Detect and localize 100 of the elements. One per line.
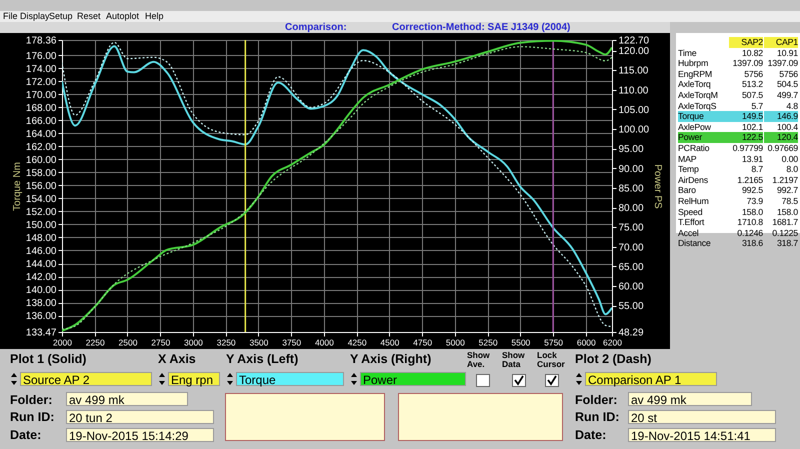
y2-tick-label: 80.00 bbox=[618, 203, 644, 214]
y2-tick-label: 55.00 bbox=[618, 301, 644, 312]
text: CAP1 bbox=[764, 37, 798, 48]
text: 102.1 bbox=[740, 122, 763, 132]
text: Torque bbox=[678, 111, 729, 122]
text: 149.5 bbox=[729, 111, 763, 122]
text: Power bbox=[360, 372, 466, 387]
text: MAP bbox=[678, 154, 698, 164]
y2-tick-label: 122.70 bbox=[618, 36, 650, 46]
source-note: Source AP 2 bbox=[20, 372, 152, 387]
text: AxlePow bbox=[678, 122, 712, 132]
text: Y Axis (Left) bbox=[226, 352, 298, 366]
text: Temp bbox=[678, 164, 700, 175]
y2-tick-label: 75.00 bbox=[618, 222, 644, 234]
text: Show Data bbox=[502, 350, 526, 369]
text: Help bbox=[145, 11, 164, 22]
x-tick-label: 5750 bbox=[544, 338, 564, 348]
y-tick-label: 136.00 bbox=[26, 311, 57, 322]
text: Power bbox=[678, 132, 729, 143]
text: Autoplot bbox=[106, 11, 140, 22]
text: SAP2 bbox=[729, 37, 763, 48]
text: 4.8 bbox=[785, 100, 798, 112]
text: Hubrpm bbox=[678, 58, 710, 69]
text: 10.91 bbox=[776, 48, 798, 58]
text: 992.5 bbox=[740, 185, 763, 196]
text: 504.5 bbox=[776, 79, 798, 90]
text: Folder: bbox=[10, 393, 52, 407]
y2-tick-label: 48.29 bbox=[618, 328, 644, 338]
text: av 499 mk bbox=[66, 392, 188, 407]
text: 499.7 bbox=[776, 90, 798, 101]
x-tick-label: 3250 bbox=[216, 338, 236, 348]
x-tick-label: 3500 bbox=[249, 338, 269, 348]
text: 122.5 bbox=[729, 132, 763, 143]
text: Display bbox=[20, 11, 50, 22]
text: Torque bbox=[236, 372, 344, 387]
y2-tick-label: 110.00 bbox=[618, 85, 649, 96]
text: av 499 mk bbox=[628, 392, 752, 407]
text: Accel bbox=[678, 228, 700, 238]
x-tick-label: 2500 bbox=[118, 338, 138, 348]
text: 1397.09 bbox=[732, 58, 763, 69]
text: 513.2 bbox=[740, 79, 763, 90]
x-tick-label: 4250 bbox=[348, 338, 367, 348]
x-tick-label: 2000 bbox=[53, 338, 72, 348]
text: 120.4 bbox=[764, 132, 798, 143]
x-tick-label: 6000 bbox=[576, 338, 596, 348]
text: 5.7 bbox=[750, 100, 763, 112]
text: 8.7 bbox=[750, 164, 763, 175]
text: Baro bbox=[678, 185, 697, 196]
text: EngRPM bbox=[678, 68, 714, 80]
y-tick-label: 174.00 bbox=[26, 64, 57, 75]
text: Plot 1 (Solid) bbox=[10, 352, 86, 366]
text: 992.7 bbox=[776, 185, 798, 196]
text: Eng rpn bbox=[168, 372, 220, 387]
text: Folder: bbox=[575, 393, 618, 407]
text: Distance bbox=[678, 238, 712, 249]
y-tick-label: 168.00 bbox=[26, 102, 57, 114]
text: Time bbox=[678, 48, 698, 58]
text: 100.4 bbox=[776, 122, 798, 132]
x-tick-label: 4000 bbox=[314, 338, 334, 348]
y-tick-label: 152.00 bbox=[26, 206, 57, 218]
y2-axis-title: Power PS bbox=[652, 164, 664, 210]
text: 318.6 bbox=[740, 238, 763, 249]
text: 73.9 bbox=[746, 196, 763, 207]
x-tick-label: 3000 bbox=[184, 338, 204, 348]
text: Run ID: bbox=[10, 410, 54, 424]
text: 0.00 bbox=[780, 154, 798, 164]
text: 5756 bbox=[778, 68, 798, 80]
y2-tick-label: 85.00 bbox=[618, 183, 644, 194]
y-tick-label: 156.00 bbox=[26, 180, 57, 192]
chart-subtitle: Correction-Method: SAE J1349 (2004) bbox=[392, 22, 570, 33]
text: Lock Cursor bbox=[537, 350, 566, 369]
y-axis-title: Torque Nm bbox=[12, 162, 23, 211]
y2-tick-label: 95.00 bbox=[618, 144, 644, 156]
text: X Axis bbox=[158, 352, 196, 366]
text: 8.0 bbox=[785, 164, 798, 175]
chart-title: Comparison: bbox=[285, 22, 347, 33]
y-tick-label: 158.00 bbox=[26, 168, 57, 179]
text: Plot 2 (Dash) bbox=[575, 352, 652, 366]
text: 1710.8 bbox=[736, 217, 763, 228]
text: 13.91 bbox=[740, 154, 763, 164]
y-tick-label: 172.00 bbox=[26, 76, 57, 88]
y-tick-label: 148.00 bbox=[26, 232, 57, 244]
x-tick-label: 4500 bbox=[380, 338, 400, 348]
text: 1.2165 bbox=[736, 174, 763, 186]
x-tick-label: 5000 bbox=[446, 338, 466, 348]
y2-tick-label: 100.00 bbox=[618, 124, 650, 136]
text: PCRatio bbox=[678, 143, 710, 154]
text: 146.9 bbox=[764, 111, 798, 122]
x-tick-label: 4750 bbox=[413, 338, 432, 348]
x-tick-label: 3750 bbox=[282, 338, 302, 348]
text: 5756 bbox=[743, 68, 763, 80]
x-tick-label: 6200 bbox=[603, 338, 622, 348]
y2-tick-label: 115.00 bbox=[618, 66, 649, 77]
text: File bbox=[3, 11, 18, 22]
text: Date: bbox=[575, 428, 606, 442]
text: 507.5 bbox=[740, 90, 763, 101]
text: 0.97669 bbox=[766, 143, 798, 154]
text: 19-Nov-2015 15:14:29 bbox=[66, 428, 214, 443]
text: 20 st bbox=[628, 410, 776, 425]
x-tick-label: 5250 bbox=[478, 338, 498, 348]
